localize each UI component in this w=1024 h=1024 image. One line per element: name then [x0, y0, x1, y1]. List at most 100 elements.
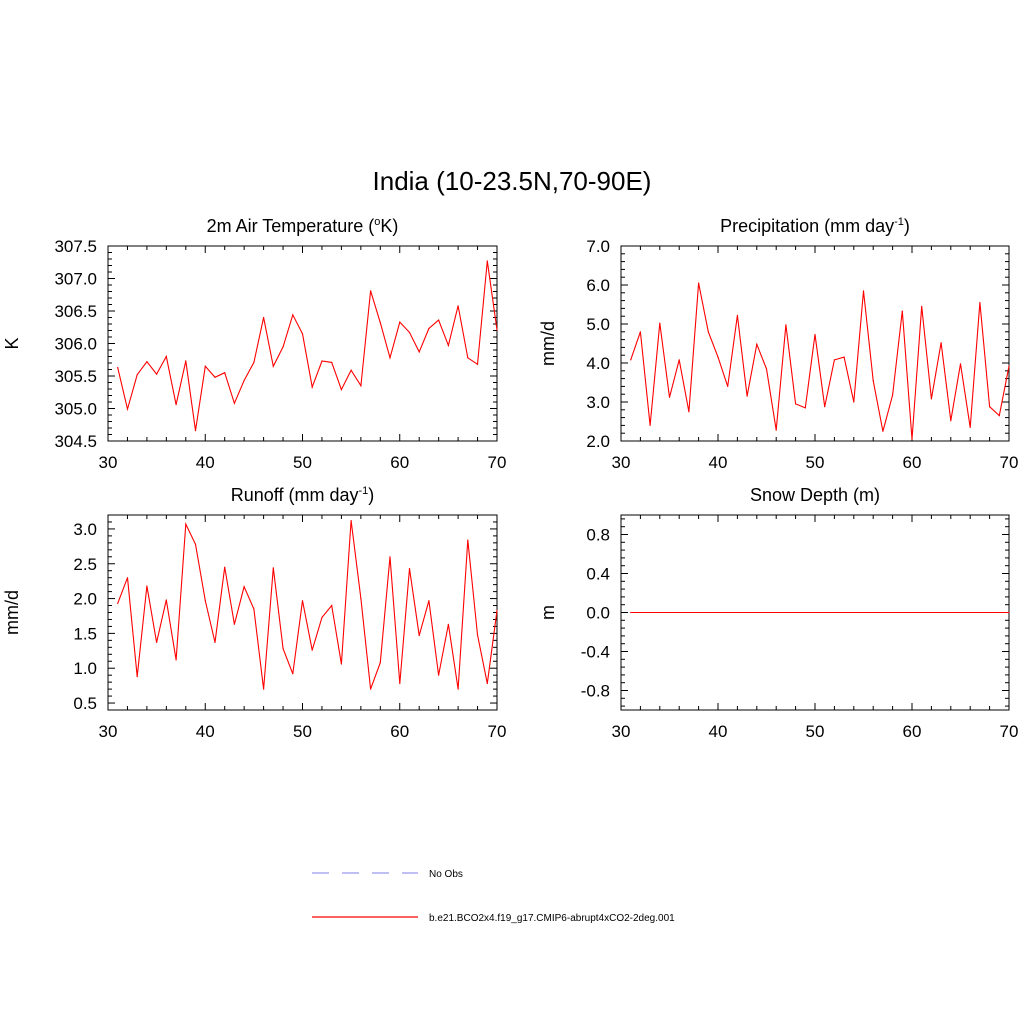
x-tick-label: 60 — [390, 453, 409, 472]
y-tick-label: -0.4 — [581, 643, 610, 662]
panel-title: Runoff (mm day-1) — [231, 485, 375, 505]
y-tick-label: 307.0 — [54, 270, 97, 289]
data-point — [843, 356, 845, 358]
data-point — [418, 351, 420, 353]
data-point — [979, 302, 981, 304]
data-point — [630, 611, 632, 614]
data-point — [486, 260, 488, 262]
data-point — [370, 290, 372, 292]
data-point — [126, 408, 129, 410]
data-point — [447, 623, 449, 625]
y-tick-label: 305.0 — [54, 400, 97, 419]
data-point — [408, 568, 411, 570]
x-tick-label: 50 — [806, 453, 825, 472]
series-line — [117, 520, 498, 690]
data-point — [136, 676, 138, 678]
x-tick-label: 30 — [612, 722, 631, 741]
data-point — [311, 386, 313, 388]
x-tick-label: 40 — [709, 722, 728, 741]
panel-title-superscript: o — [374, 216, 380, 228]
data-point — [379, 322, 381, 324]
data-point — [340, 663, 342, 665]
data-point — [698, 282, 700, 284]
data-point — [165, 599, 167, 601]
data-point — [224, 372, 226, 374]
plot-frame — [620, 245, 1010, 442]
data-point — [321, 616, 323, 619]
data-point — [126, 577, 129, 579]
data-point — [253, 608, 255, 610]
panel-title-main: Snow Depth (m) — [750, 485, 880, 505]
panel-title: Precipitation (mm day-1) — [720, 216, 910, 236]
data-point — [214, 376, 216, 378]
data-point — [457, 305, 459, 307]
y-tick-label: 0.4 — [586, 565, 610, 584]
x-tick-label: 60 — [903, 722, 922, 741]
y-tick-label: -0.8 — [581, 682, 610, 701]
data-point — [243, 586, 245, 588]
data-point — [350, 369, 352, 371]
data-point — [292, 673, 294, 675]
data-point — [233, 623, 235, 625]
data-point — [901, 310, 903, 312]
y-tick-label: 6.0 — [586, 276, 610, 295]
data-point — [998, 415, 1000, 417]
data-point — [389, 357, 391, 359]
data-point — [688, 411, 690, 413]
data-point — [224, 566, 226, 568]
series-line — [630, 282, 1010, 440]
data-point — [476, 363, 479, 365]
data-point — [331, 604, 333, 607]
y-tick-label: 3.0 — [586, 393, 610, 412]
data-point — [350, 520, 352, 522]
data-point — [399, 321, 401, 323]
y-tick-label: 2.0 — [586, 432, 610, 451]
data-point — [1008, 365, 1010, 367]
data-point — [940, 342, 942, 344]
data-point — [659, 322, 661, 324]
y-tick-label: 2.0 — [73, 590, 97, 609]
data-point — [775, 429, 777, 431]
y-tick-label: 1.0 — [73, 659, 97, 678]
panel-title-main: Precipitation (mm day — [720, 216, 894, 236]
data-point — [282, 346, 284, 348]
data-point — [736, 314, 739, 316]
data-point — [989, 406, 991, 408]
data-point — [194, 430, 197, 432]
data-point — [930, 398, 933, 400]
x-tick-label: 60 — [390, 722, 409, 741]
y-tick-label: 4.0 — [586, 354, 610, 373]
data-point — [117, 367, 119, 369]
y-tick-label: 305.5 — [54, 367, 97, 386]
data-point — [892, 394, 894, 396]
data-point — [331, 361, 333, 363]
y-axis-label: mm/d — [2, 590, 22, 635]
legend: No Obs b.e21.BCO2x4.f19_g17.CMIP6-abrupt4… — [312, 869, 675, 924]
data-point — [418, 634, 420, 637]
data-point — [185, 360, 187, 362]
x-tick-label: 60 — [903, 453, 922, 472]
series-line — [117, 260, 498, 431]
data-point — [630, 359, 632, 361]
data-point — [263, 688, 265, 690]
chart-panel-4: 30 40 50 60 70 -0.8 -0.4 0.0 0.4 0.8 m Snow Depth (… — [538, 485, 1018, 741]
data-point — [950, 420, 952, 422]
data-point — [428, 327, 430, 330]
x-tick-label: 30 — [99, 453, 118, 472]
legend-label: b.e21.BCO2x4.f19_g17.CMIP6-abrupt4xCO2-2… — [429, 913, 675, 924]
panel-title-main: Runoff (mm day — [231, 485, 359, 505]
data-point — [457, 688, 459, 690]
data-point — [175, 404, 177, 406]
y-tick-label: 307.5 — [54, 237, 97, 256]
data-point — [136, 374, 138, 376]
data-point — [370, 688, 372, 690]
data-point — [272, 567, 274, 569]
data-point — [399, 682, 401, 685]
data-point — [175, 659, 177, 661]
x-tick-label: 50 — [293, 722, 312, 741]
data-point — [639, 331, 642, 333]
data-point — [301, 333, 304, 335]
data-point — [496, 609, 498, 612]
data-point — [379, 662, 381, 664]
